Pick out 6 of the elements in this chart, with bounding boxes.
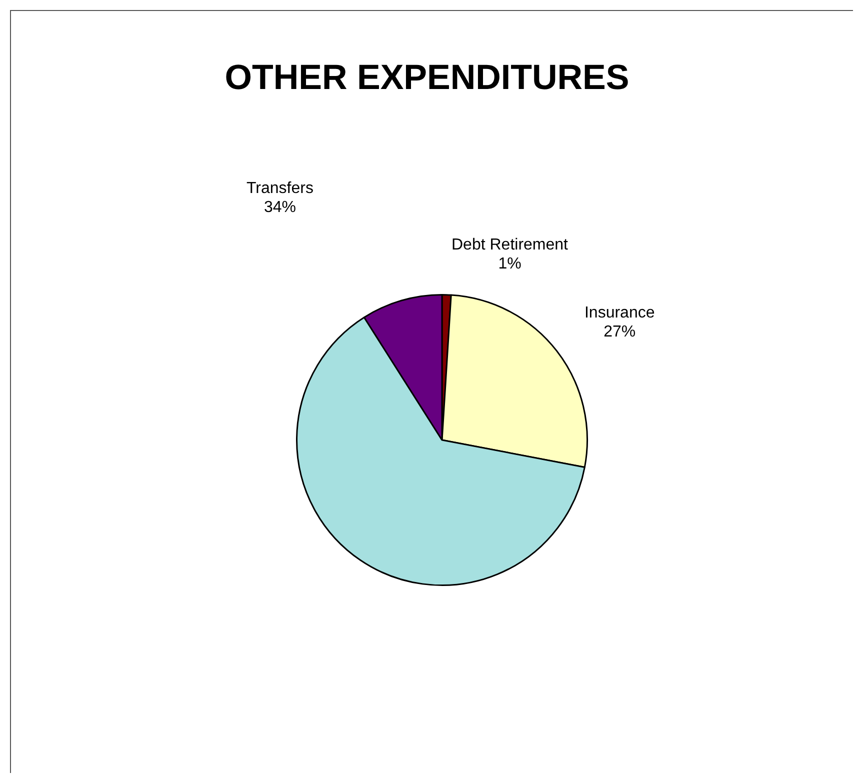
slice-label: Insurance	[584, 304, 655, 322]
data-label: 27%	[604, 323, 636, 340]
chart-title: OTHER EXPENDITURES	[224, 58, 630, 98]
slice-label: Debt Retirement	[452, 236, 569, 254]
data-label: 1%	[498, 256, 522, 273]
text: Transfers 34%	[246, 179, 314, 217]
